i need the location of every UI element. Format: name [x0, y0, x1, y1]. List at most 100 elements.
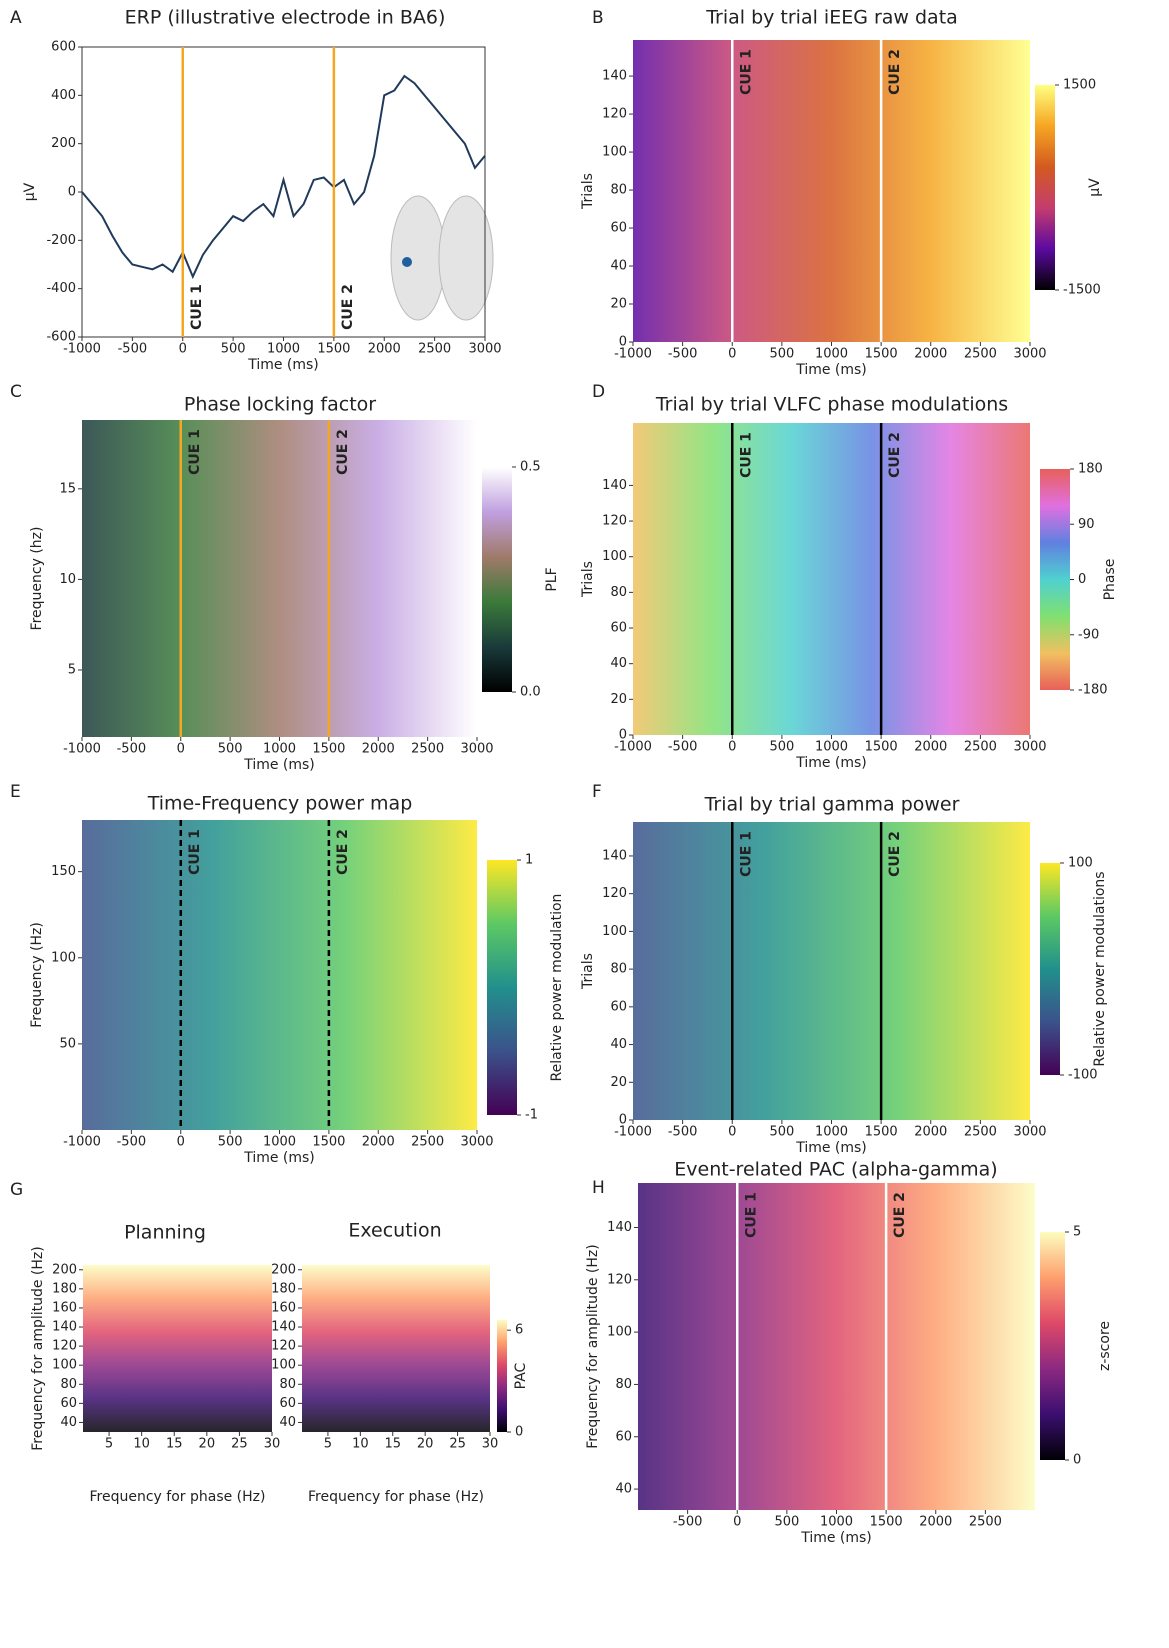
colorbar-tick-label: 6 — [515, 1323, 523, 1338]
panel-letter: B — [592, 8, 604, 28]
y-axis-label: Frequency (hz) — [29, 527, 45, 631]
x-tick-label: 1000 — [263, 742, 296, 757]
panel-letter: H — [592, 1178, 605, 1198]
y-tick-label: 40 — [615, 1482, 632, 1497]
x-tick-label: 3000 — [460, 742, 493, 757]
y-tick-label: 140 — [602, 478, 627, 493]
y-axis-label: µV — [22, 182, 38, 201]
x-tick-label: 1000 — [263, 1135, 296, 1150]
y-tick-label: 0 — [619, 335, 627, 350]
brain-inset — [390, 195, 494, 321]
y-tick-label: 100 — [52, 1358, 77, 1373]
cue-label: CUE 2 — [892, 1192, 908, 1238]
y-tick-label: 80 — [60, 1377, 77, 1392]
y-tick-label: 140 — [607, 1220, 632, 1235]
panel-letter: E — [10, 782, 21, 802]
x-tick-label: 500 — [218, 742, 243, 757]
y-tick-label: 180 — [271, 1281, 296, 1296]
cue-label: CUE 1 — [743, 1192, 759, 1238]
x-tick-label: 2500 — [964, 347, 997, 362]
y-tick-label: 120 — [52, 1339, 77, 1354]
x-tick-label: 1000 — [267, 342, 300, 357]
x-tick-label: 2500 — [411, 1135, 444, 1150]
x-tick-label: 1500 — [317, 342, 350, 357]
y-tick-label: 160 — [271, 1300, 296, 1315]
y-tick-label: 120 — [271, 1339, 296, 1354]
x-tick-label: 500 — [221, 342, 246, 357]
x-tick-label: 25 — [231, 1437, 248, 1452]
x-tick-label: 5 — [105, 1437, 113, 1452]
colorbar-label: PLF — [544, 567, 560, 591]
y-tick-label: 140 — [602, 69, 627, 84]
x-tick-label: 30 — [482, 1437, 499, 1452]
y-axis-label: Frequency for amplitude (Hz) — [30, 1246, 46, 1450]
x-tick-label: 30 — [264, 1437, 281, 1452]
colorbar-tick-label: -1500 — [1063, 283, 1101, 298]
y-tick-label: 50 — [59, 1036, 76, 1051]
x-tick-label: 1000 — [815, 1125, 848, 1140]
subplot-title: Planning — [124, 1222, 206, 1244]
y-tick-label: 80 — [610, 585, 627, 600]
y-tick-label: 100 — [271, 1358, 296, 1373]
heatmap — [302, 1265, 490, 1432]
heatmap — [82, 820, 477, 1130]
y-tick-label: 100 — [51, 950, 76, 965]
chart-title: Trial by trial gamma power — [704, 794, 960, 816]
y-tick-label: 400 — [51, 88, 76, 103]
x-axis-label: Time (ms) — [800, 1530, 872, 1546]
y-tick-label: 120 — [607, 1272, 632, 1287]
x-tick-label: 1500 — [865, 347, 898, 362]
x-tick-label: -1000 — [63, 1135, 101, 1150]
chart-title: Trial by trial VLFC phase modulations — [655, 394, 1008, 416]
x-tick-label: 1000 — [815, 740, 848, 755]
line — [81, 74, 486, 280]
y-tick-label: 120 — [602, 107, 627, 122]
y-tick-label: 5 — [68, 662, 76, 677]
colorbar — [1040, 469, 1070, 690]
y-tick-label: 0 — [619, 1113, 627, 1128]
cue-label: CUE 1 — [187, 829, 203, 875]
heatmap — [83, 1265, 272, 1432]
x-tick-label: 2500 — [969, 1515, 1002, 1530]
brain-right — [438, 195, 494, 321]
x-tick-label: 10 — [352, 1437, 369, 1452]
y-tick-label: -200 — [46, 233, 76, 248]
x-tick-label: 1000 — [820, 1515, 853, 1530]
x-axis-label: Time (ms) — [795, 1140, 867, 1156]
x-axis-label: Time (ms) — [243, 1150, 315, 1166]
panel-letter: F — [592, 782, 602, 802]
colorbar-label: Relative power modulations — [1092, 871, 1108, 1066]
x-tick-label: -500 — [118, 342, 148, 357]
x-tick-label: 500 — [774, 1515, 799, 1530]
colorbar-tick-label: 100 — [1068, 856, 1093, 871]
cue-label: CUE 2 — [887, 831, 903, 877]
x-tick-label: 5 — [324, 1437, 332, 1452]
y-tick-label: 40 — [610, 259, 627, 274]
colorbar-label: Relative power modulation — [549, 894, 565, 1082]
x-axis-label: Frequency for phase (Hz) — [90, 1489, 266, 1505]
x-tick-label: -1000 — [63, 742, 101, 757]
y-tick-label: 20 — [610, 1075, 627, 1090]
subplot-title: Execution — [348, 1220, 441, 1242]
colorbar — [482, 467, 512, 692]
y-tick-label: 40 — [610, 656, 627, 671]
x-tick-label: 3000 — [460, 1135, 493, 1150]
y-axis-label: Frequency for amplitude (Hz) — [585, 1244, 601, 1448]
colorbar — [1040, 1232, 1065, 1460]
x-tick-label: 20 — [199, 1437, 216, 1452]
electrode — [402, 257, 412, 267]
brain-left — [390, 195, 446, 321]
x-tick-label: 2500 — [411, 742, 444, 757]
heatmap — [633, 822, 1030, 1120]
heatmap — [633, 423, 1030, 735]
y-tick-label: 40 — [60, 1415, 77, 1430]
cue-label: CUE 2 — [335, 429, 351, 475]
x-axis-label: Time (ms) — [795, 362, 867, 378]
x-tick-label: -1000 — [614, 347, 652, 362]
panel-letter: D — [592, 382, 605, 402]
y-tick-label: 200 — [271, 1262, 296, 1277]
x-tick-label: 500 — [769, 1125, 794, 1140]
x-tick-label: 3000 — [1013, 1125, 1046, 1140]
colorbar-tick-label: 5 — [1073, 1225, 1081, 1240]
x-tick-label: 2000 — [362, 742, 395, 757]
